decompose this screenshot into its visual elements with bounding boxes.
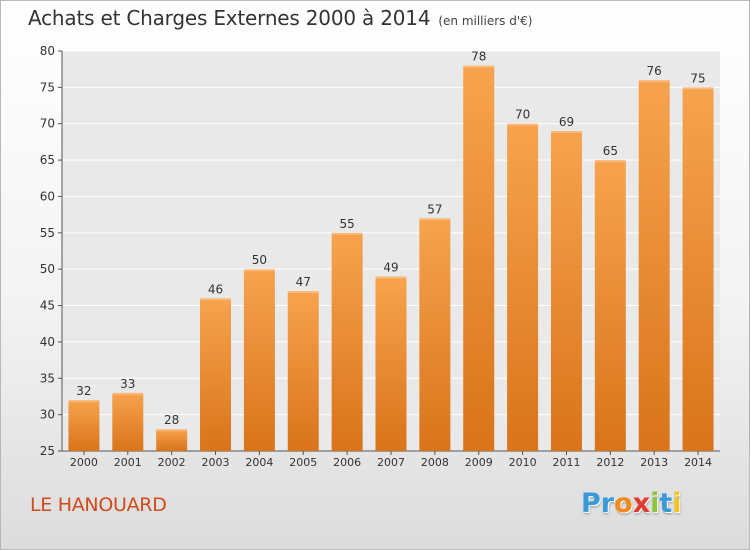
x-tick-label: 2004 (245, 456, 273, 469)
logo-letter: x (632, 488, 651, 519)
data-label: 65 (603, 144, 618, 158)
bar-2007 (375, 276, 407, 451)
x-tick-label: 2013 (640, 456, 668, 469)
logo-letter: r (600, 488, 615, 519)
y-tick-label: 50 (40, 262, 55, 276)
data-label: 78 (471, 50, 486, 64)
data-label: 46 (208, 282, 223, 296)
data-label: 33 (120, 377, 135, 391)
x-tick-label: 2002 (158, 456, 186, 469)
bar-2013 (638, 80, 670, 451)
logo-letter: i (650, 488, 660, 519)
bar-highlight (419, 218, 451, 221)
data-label: 57 (427, 202, 442, 216)
bar-highlight (550, 131, 582, 133)
bar-highlight (375, 276, 407, 279)
bar-highlight (507, 123, 539, 126)
bar-highlight (594, 160, 626, 163)
bar-highlight (112, 392, 144, 395)
y-tick-label: 40 (40, 335, 55, 349)
bar-2004 (243, 269, 275, 451)
x-tick-label: 2010 (509, 456, 537, 469)
y-tick-label: 55 (40, 226, 55, 240)
y-tick-label: 25 (40, 444, 55, 458)
data-label: 28 (164, 413, 179, 427)
data-label: 50 (252, 253, 267, 267)
logo-letter: o (614, 488, 633, 519)
y-tick-label: 60 (40, 189, 55, 203)
y-tick-label: 75 (40, 80, 55, 94)
x-tick-label: 2014 (684, 456, 712, 469)
bar-highlight (287, 291, 319, 293)
x-tick-label: 2012 (596, 456, 624, 469)
chart-title: Achats et Charges Externes 2000 à 2014 (e… (28, 6, 532, 30)
data-label: 55 (339, 217, 354, 231)
data-label: 69 (559, 115, 574, 129)
x-tick-label: 2011 (552, 456, 580, 469)
chart-subtitle: (en milliers d'€) (438, 14, 533, 28)
bar-2000 (68, 400, 100, 451)
bar-highlight (243, 269, 275, 272)
logo-letter: P (581, 488, 601, 519)
chart-title-text: Achats et Charges Externes 2000 à 2014 (28, 6, 431, 30)
logo-letter: t (659, 488, 673, 519)
x-tick-label: 2000 (70, 456, 98, 469)
data-label: 76 (647, 64, 662, 78)
data-label: 75 (690, 71, 705, 85)
data-label: 32 (76, 384, 91, 398)
bar-2012 (594, 160, 626, 451)
bar-2008 (419, 218, 451, 451)
proxiti-logo: Proxiti (581, 488, 682, 519)
bar-highlight (331, 232, 363, 235)
bar-2005 (287, 291, 319, 451)
logo-letter: i (672, 488, 682, 519)
y-tick-label: 65 (40, 153, 55, 167)
bar-2006 (331, 232, 363, 451)
y-tick-label: 30 (40, 408, 55, 422)
data-label: 49 (383, 260, 398, 274)
bar-2010 (507, 123, 539, 452)
x-tick-label: 2005 (289, 456, 317, 469)
x-tick-label: 2009 (465, 456, 493, 469)
bar-2009 (463, 65, 495, 451)
bar-highlight (638, 80, 670, 83)
bar-2003 (200, 298, 232, 451)
bar-highlight (68, 400, 100, 403)
bar-highlight (682, 87, 714, 90)
bar-highlight (463, 65, 495, 68)
x-tick-label: 2008 (421, 456, 449, 469)
x-tick-label: 2003 (202, 456, 230, 469)
bar-2011 (550, 131, 582, 451)
bar-2014 (682, 87, 714, 451)
commune-name: LE HANOUARD (30, 494, 167, 516)
x-tick-label: 2001 (114, 456, 142, 469)
data-label: 70 (515, 108, 530, 122)
bar-highlight (156, 429, 188, 432)
bar-2002 (156, 429, 188, 451)
y-tick-label: 35 (40, 371, 55, 385)
data-label: 47 (296, 275, 311, 289)
y-tick-label: 45 (40, 299, 55, 313)
y-tick-label: 80 (40, 44, 55, 58)
x-tick-label: 2006 (333, 456, 361, 469)
x-tick-label: 2007 (377, 456, 405, 469)
bar-highlight (200, 298, 232, 301)
y-tick-label: 70 (40, 117, 55, 131)
bar-2001 (112, 392, 144, 451)
